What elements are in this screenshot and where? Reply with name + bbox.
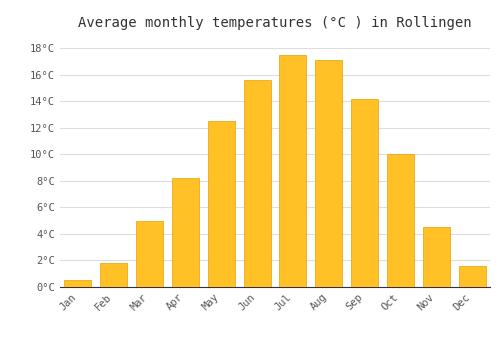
Title: Average monthly temperatures (°C ) in Rollingen: Average monthly temperatures (°C ) in Ro… [78, 16, 472, 30]
Bar [208, 121, 234, 287]
Bar [64, 280, 92, 287]
Bar [280, 55, 306, 287]
Bar [351, 99, 378, 287]
Bar [387, 154, 414, 287]
Bar [244, 80, 270, 287]
Bar [172, 178, 199, 287]
Bar [136, 221, 163, 287]
Bar [316, 60, 342, 287]
Bar [458, 266, 485, 287]
Bar [423, 227, 450, 287]
Bar [100, 263, 127, 287]
